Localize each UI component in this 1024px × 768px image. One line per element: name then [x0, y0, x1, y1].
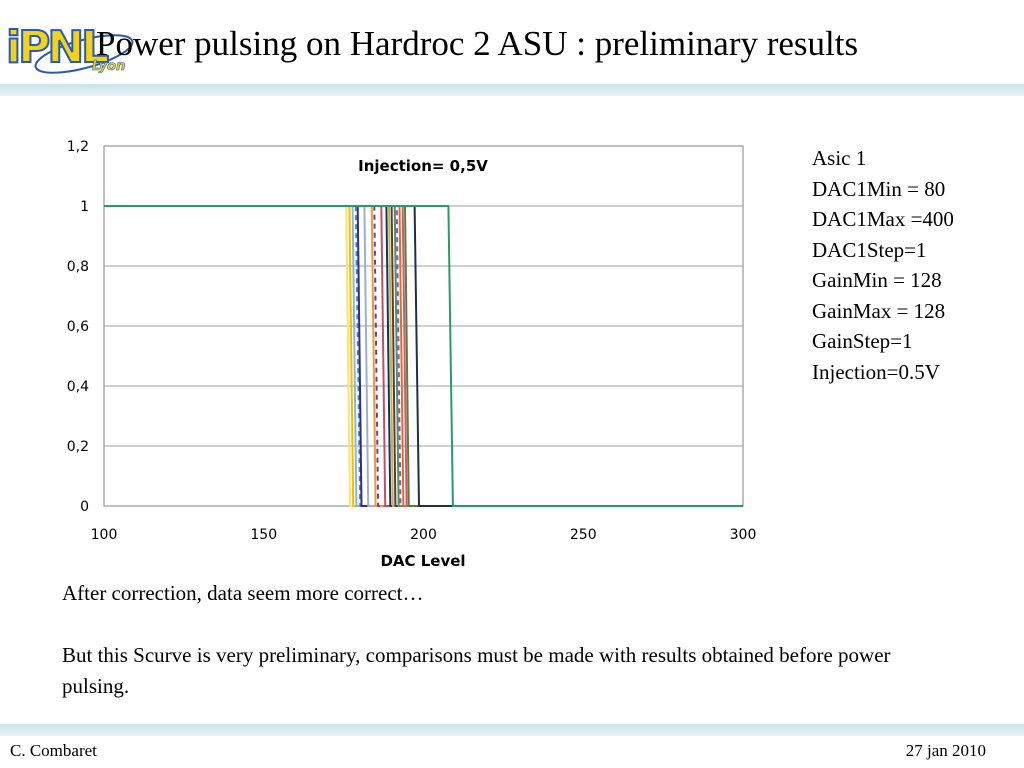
y-tick-label: 1 [80, 199, 89, 215]
logo-swoosh [34, 34, 134, 74]
param-asic: Asic 1 [812, 146, 867, 170]
series-line-19 [104, 205, 743, 507]
y-tick-label: 1,2 [67, 139, 89, 155]
series-lines [104, 205, 743, 507]
x-tick-label: 300 [730, 527, 757, 543]
x-axis-label: DAC Level [380, 552, 465, 570]
x-tick-label: 150 [250, 527, 277, 543]
param-dac1step: DAC1Step=1 [812, 237, 927, 262]
x-tick-label: 250 [570, 527, 597, 543]
param-gainmax: GainMax = 128 [812, 298, 946, 323]
y-tick-label: 0,6 [67, 319, 89, 335]
chart-title: Injection= 0,5V [358, 157, 488, 175]
param-injection: Injection=0.5V [812, 359, 940, 384]
footer-band [0, 724, 1024, 736]
y-tick-label: 0,8 [67, 259, 89, 275]
logo-subtext: Lyon [92, 59, 125, 74]
x-tick-labels: 100 150 200 250 300 [91, 527, 757, 543]
y-tick-label: 0,2 [67, 439, 89, 455]
x-tick-label: 200 [410, 527, 437, 543]
parameters-list: Asic 1 DAC1Min = 80 DAC1Max =400 DAC1Ste… [812, 143, 1017, 387]
param-gainmin: GainMin = 128 [812, 268, 942, 292]
y-tick-labels: 0 0,2 0,4 0,6 0,8 1 1,2 [67, 139, 89, 515]
page-title: Power pulsing on Hardroc 2 ASU : prelimi… [96, 24, 859, 63]
y-tick-label: 0,4 [67, 379, 89, 395]
header-band [0, 84, 1024, 96]
y-tick-label: 0 [80, 499, 89, 515]
ipnl-logo: iPNL Lyon [5, 21, 134, 74]
note-correction: After correction, data seem more correct… [62, 581, 424, 605]
scurve-chart: 0 0,2 0,4 0,6 0,8 1 1,2 100 150 200 250 300 Inject… [67, 139, 757, 570]
param-dac1min: DAC1Min = 80 [812, 176, 946, 201]
param-gainstep: GainStep=1 [812, 329, 913, 353]
x-tick-label: 100 [91, 527, 118, 543]
note-preliminary: But this Scurve is very preliminary, com… [62, 643, 891, 698]
footer-author: C. Combaret [10, 741, 97, 760]
logo-text: iPNL [6, 22, 108, 73]
footer-date: 27 jan 2010 [905, 741, 986, 760]
param-dac1max: DAC1Max =400 [812, 207, 954, 231]
